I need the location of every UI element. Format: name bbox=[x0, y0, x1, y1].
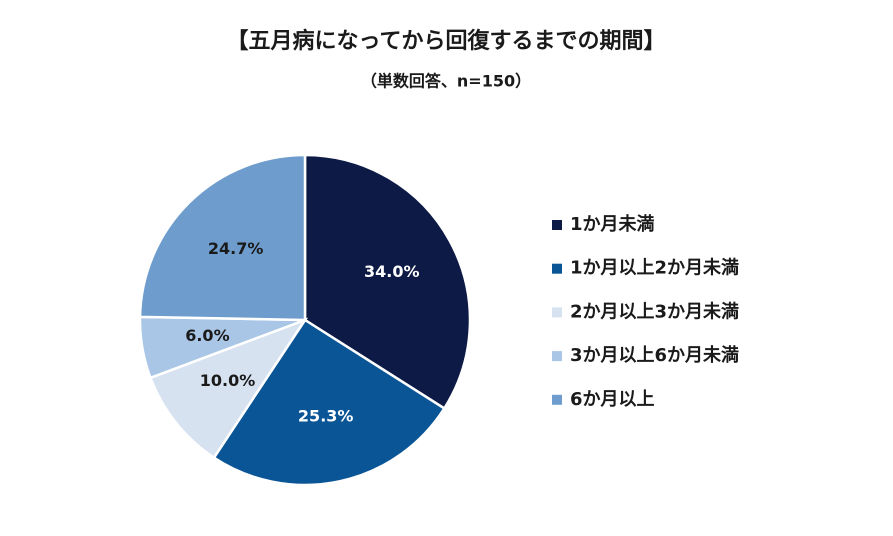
legend-label: 1か月以上2か月未満 bbox=[570, 257, 739, 279]
chart-subtitle: （単数回答、n=150） bbox=[361, 72, 531, 91]
legend-label: 6か月以上 bbox=[570, 389, 655, 410]
data-label: 24.7% bbox=[208, 239, 264, 258]
legend-label: 1か月未満 bbox=[570, 213, 655, 235]
data-label: 25.3% bbox=[298, 406, 354, 425]
legend-label: 2か月以上3か月未満 bbox=[570, 300, 739, 322]
legend-swatch bbox=[552, 220, 562, 230]
data-label: 34.0% bbox=[364, 262, 420, 281]
legend-swatch bbox=[552, 307, 562, 318]
pie-slice bbox=[212, 318, 447, 487]
chart-title: 【五月病になってから回復するまでの期間】 bbox=[227, 28, 666, 54]
legend-swatch bbox=[552, 263, 562, 274]
legend-swatch bbox=[552, 394, 562, 405]
data-label: 6.0% bbox=[185, 326, 229, 345]
legend-label: 3か月以上6か月未満 bbox=[570, 344, 739, 366]
legend-swatch bbox=[552, 351, 562, 362]
pie-slice bbox=[148, 317, 309, 460]
data-label: 10.0% bbox=[200, 371, 256, 390]
pie-slice bbox=[138, 153, 307, 322]
